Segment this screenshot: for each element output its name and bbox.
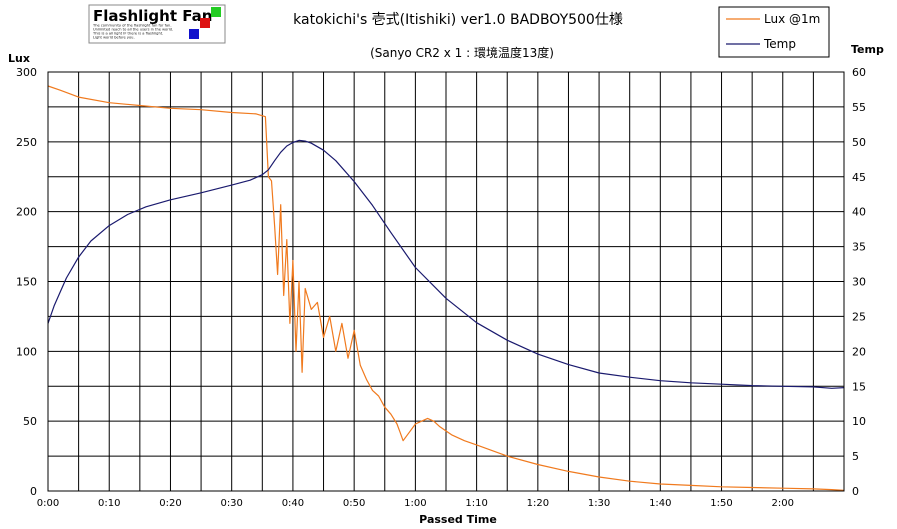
x-tick-label: 2:00 — [772, 498, 794, 509]
y2-tick-label: 15 — [852, 380, 866, 393]
y-tick-label: 300 — [16, 66, 37, 79]
logo-blue-square — [189, 29, 199, 39]
y-tick-label: 250 — [16, 136, 37, 149]
logo-tagline-1: The community of the flashlight fan for … — [92, 24, 171, 28]
y2-tick-label: 55 — [852, 101, 866, 114]
y2-ticks: 0 5 10 15 20 25 30 35 40 45 50 55 60 — [852, 66, 866, 498]
y2-tick-label: 45 — [852, 171, 866, 184]
y2-tick-label: 35 — [852, 241, 866, 254]
y2-tick-label: 25 — [852, 310, 866, 323]
y2-tick-label: 50 — [852, 136, 866, 149]
y2-tick-label: 20 — [852, 345, 866, 358]
y-ticks: 0 50 100 150 200 250 300 — [16, 66, 37, 498]
x-tick-label: 0:20 — [159, 498, 181, 509]
logo-green-square — [211, 7, 221, 17]
y-tick-label: 150 — [16, 276, 37, 289]
x-tick-label: 0:00 — [37, 498, 59, 509]
y2-tick-label: 30 — [852, 276, 866, 289]
y-tick-label: 100 — [16, 345, 37, 358]
y2-tick-label: 40 — [852, 206, 866, 219]
logo-tagline-2: Unlimited reach to all the users in the … — [93, 28, 173, 32]
y2-tick-label: 0 — [852, 485, 859, 498]
x-tick-label: 0:10 — [98, 498, 120, 509]
y-tick-label: 50 — [23, 415, 37, 428]
x-tick-label: 1:10 — [465, 498, 487, 509]
logo-red-square — [200, 18, 210, 28]
logo-text: Flashlight Fan — [93, 7, 212, 25]
y-tick-label: 200 — [16, 206, 37, 219]
x-tick-label: 1:40 — [649, 498, 671, 509]
y2-tick-label: 60 — [852, 66, 866, 79]
y2-tick-label: 10 — [852, 415, 866, 428]
x-tick-label: 1:20 — [527, 498, 549, 509]
series — [47, 85, 845, 491]
plot-border — [47, 71, 845, 492]
lux-series-line — [47, 85, 845, 491]
y2-tick-label: 5 — [852, 450, 859, 463]
x-axis-label: Passed Time — [419, 513, 497, 526]
logo: Flashlight Fan The community of the flas… — [88, 4, 226, 44]
logo-tagline-3: This is a all light IF there is a flashl… — [92, 32, 163, 36]
x-tick-label: 1:00 — [404, 498, 426, 509]
legend-label-lux: Lux @1m — [764, 12, 820, 26]
y-axis-label: Lux — [8, 52, 30, 65]
temp-series-line — [47, 139, 845, 389]
x-tick-label: 0:40 — [282, 498, 304, 509]
chart-title: katokichi's 壱式(Itishiki) ver1.0 BADBOY50… — [293, 11, 623, 28]
legend-box — [718, 6, 830, 58]
x-tick-label: 1:50 — [710, 498, 732, 509]
legend-label-temp: Temp — [763, 37, 796, 51]
logo-tagline-4: Light world before you. — [93, 36, 135, 40]
grid — [48, 72, 844, 491]
legend: Lux @1m Temp — [718, 6, 830, 58]
x-tick-label: 0:50 — [343, 498, 365, 509]
x-tick-label: 1:30 — [588, 498, 610, 509]
x-tick-label: 0:30 — [220, 498, 242, 509]
y-tick-label: 0 — [30, 485, 37, 498]
x-ticks: 0:00 0:10 0:20 0:30 0:40 0:50 1:00 1:10 1:20 1:30… — [37, 498, 794, 509]
chart-subtitle: (Sanyo CR2 x 1 : 環境温度13度) — [370, 45, 554, 60]
y2-axis-label: Temp — [851, 43, 884, 56]
